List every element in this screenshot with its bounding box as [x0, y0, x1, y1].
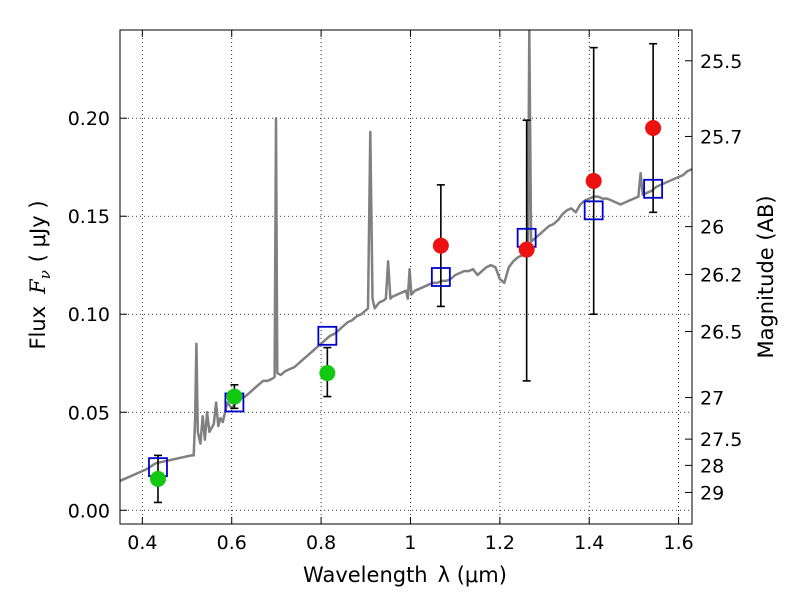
observed-circle-marker	[319, 365, 336, 382]
y-tick-label: 0.10	[68, 304, 110, 326]
observed-circle-marker	[226, 388, 243, 405]
model-square-marker	[583, 200, 604, 221]
magnitude-tick-label: 26.5	[700, 321, 742, 343]
y-axis-label-text: Flux	[26, 306, 50, 350]
grid	[120, 30, 692, 524]
observed-circle-marker	[149, 470, 166, 487]
x-tick-label: 0.4	[127, 532, 157, 554]
x-tick-label: 1.4	[574, 532, 604, 554]
x-tick-label: 1.6	[663, 532, 693, 554]
observed-circle-marker	[432, 237, 449, 254]
magnitude-tick-label: 25.7	[700, 126, 742, 148]
observed-circle-marker	[585, 172, 602, 189]
x-tick-label: 0.8	[306, 532, 336, 554]
x-axis-label-text: Wavelength	[303, 563, 428, 587]
x-tick-label: 1.2	[485, 532, 515, 554]
magnitude-tick-label: 27.5	[700, 429, 742, 451]
observed-circle-marker	[518, 241, 535, 258]
y-tick-label: 0.05	[68, 402, 110, 424]
spectrum-layer	[120, 30, 692, 483]
x-tick-label: 1	[404, 532, 416, 554]
x-axis-label-math: λ (μm)	[438, 563, 507, 587]
magnitude-tick-label: 25.5	[700, 51, 742, 73]
y-tick-label: 0.20	[68, 108, 110, 130]
x-axis-label: Wavelength λ (μm)	[303, 563, 507, 587]
model-square-marker	[643, 178, 664, 199]
magnitude-axis-label: Magnitude (AB)	[754, 195, 778, 358]
model-square-marker	[430, 267, 451, 287]
errorbar-layer	[153, 42, 658, 504]
model-square-marker	[317, 325, 338, 346]
magnitude-tick-label: 27	[700, 388, 724, 410]
magnitude-tick-label: 28	[700, 455, 724, 477]
y-axis-label: Flux Fν ( μJy )	[26, 200, 54, 349]
spectrum-line	[120, 30, 692, 483]
magnitude-tick-label: 26	[700, 217, 724, 239]
plot-frame	[119, 29, 693, 525]
y-tick-label: 0.00	[68, 500, 110, 522]
magnitude-tick-label: 29	[700, 482, 724, 504]
tick-layer: 0.4 0.6 0.8 1 1.2 1.4 1.6 0.00 0.05 0.10 0.15 0.20 2…	[68, 30, 742, 554]
observed-circle-marker	[645, 120, 662, 137]
y-axis-label-symbol: F	[26, 278, 50, 295]
marker-layer	[148, 120, 664, 487]
y-tick-label: 0.15	[68, 206, 110, 228]
magnitude-tick-label: 26.2	[700, 264, 742, 286]
x-tick-label: 0.6	[217, 532, 247, 554]
y-axis-label-subscript: ν	[36, 270, 54, 279]
y-axis-label-unit: ( μJy )	[26, 200, 50, 262]
